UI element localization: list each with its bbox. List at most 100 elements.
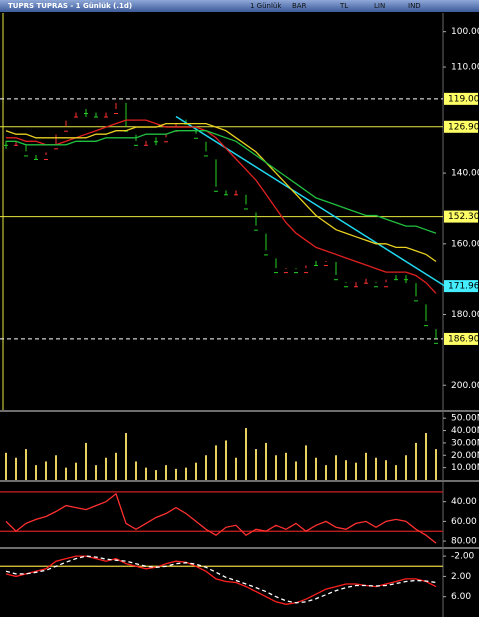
candle <box>274 272 278 274</box>
volume-bar <box>175 468 177 480</box>
price-level-box <box>444 120 478 133</box>
volume-bar <box>235 457 237 480</box>
candle <box>24 155 28 157</box>
volume-bar <box>265 442 267 480</box>
candle <box>224 194 228 196</box>
volume-bar <box>245 428 247 480</box>
volume-bar <box>295 461 297 480</box>
volume-bar <box>105 457 107 480</box>
volume-bar <box>25 449 27 480</box>
y-tick-label: 200.00 <box>451 381 479 391</box>
volume-bar <box>285 452 287 480</box>
volume-bar <box>145 467 147 480</box>
y-tick-label: 30.00M <box>451 438 479 448</box>
candle <box>74 116 78 118</box>
volume-bar <box>435 449 437 480</box>
volume-bar <box>45 461 47 480</box>
candle <box>104 116 108 118</box>
volume-bar <box>425 433 427 480</box>
candle <box>114 113 118 114</box>
volume-bar <box>65 467 67 480</box>
candle <box>144 144 148 146</box>
y-tick-label: 20.00M <box>451 451 479 461</box>
candle <box>414 300 418 302</box>
y-tick-label: 2.00 <box>451 572 471 582</box>
volume-bar <box>85 442 87 480</box>
price-level-box <box>444 210 478 223</box>
chart-area <box>0 13 479 617</box>
price-level-label: 186.90 <box>448 334 479 344</box>
toolbar[interactable]: 1 Günlük BAR TL LIN IND <box>250 2 421 10</box>
trend-label-box <box>444 280 478 293</box>
candle <box>204 155 208 157</box>
volume-bar <box>155 470 157 480</box>
volume-bar <box>135 461 137 480</box>
candle <box>404 279 408 281</box>
volume-bar <box>365 452 367 480</box>
candle <box>64 130 68 132</box>
candle <box>334 279 338 281</box>
volume-bar <box>385 460 387 480</box>
candle <box>264 254 268 256</box>
indicator-line <box>6 130 437 234</box>
candle <box>384 286 388 288</box>
volume-bar <box>255 449 257 480</box>
candle <box>394 279 398 281</box>
y-tick-label: 10.00M <box>451 463 479 473</box>
toolbar-button[interactable]: LIN <box>374 2 385 10</box>
candle <box>374 286 378 288</box>
volume-bar <box>375 457 377 480</box>
volume-bar <box>165 465 167 480</box>
volume-bar <box>225 440 227 480</box>
candle <box>4 144 8 146</box>
trend-label: 171.96 <box>448 282 479 292</box>
toolbar-button[interactable]: TL <box>339 2 348 10</box>
candle <box>354 286 358 288</box>
volume-bar <box>125 433 127 480</box>
candle <box>434 342 438 344</box>
volume-bar <box>395 465 397 480</box>
y-tick-label: 160.00 <box>451 239 479 249</box>
y-tick-label: 80.00 <box>451 537 477 547</box>
candle <box>364 282 368 284</box>
indicator-line <box>5 555 437 604</box>
y-tick-label: 100.00 <box>451 27 479 37</box>
volume-bar <box>95 465 97 480</box>
indicator-line <box>5 492 437 544</box>
volume-bar <box>345 460 347 480</box>
y-tick-label: 6.00 <box>451 592 471 602</box>
candle <box>44 158 48 160</box>
y-tick-label: 180.00 <box>451 310 479 320</box>
price-level-box <box>444 332 478 345</box>
volume-bar <box>5 452 7 480</box>
toolbar-button[interactable]: IND <box>408 2 421 10</box>
title-bar <box>0 0 479 12</box>
volume-bar <box>275 455 277 480</box>
candle <box>194 137 198 139</box>
price-level-box <box>444 92 478 105</box>
volume-bar <box>75 462 77 480</box>
toolbar-button[interactable]: 1 Günlük <box>250 2 282 10</box>
volume-bar <box>355 462 357 480</box>
candle <box>254 229 258 231</box>
volume-bar <box>35 465 37 480</box>
volume-bar <box>55 455 57 480</box>
candle <box>304 272 308 274</box>
y-tick-label: 50.00M <box>451 414 479 424</box>
candle <box>284 272 288 274</box>
candle <box>214 190 218 192</box>
price-level-label: 119.00 <box>448 94 479 104</box>
candle <box>134 144 138 146</box>
candle <box>344 286 348 288</box>
candle <box>324 265 328 267</box>
candle <box>94 116 98 118</box>
candle <box>34 158 38 160</box>
y-tick-label: -2.00 <box>451 552 475 562</box>
volume-bar <box>405 455 407 480</box>
toolbar-button[interactable]: BAR <box>292 2 307 10</box>
volume-bar <box>115 452 117 480</box>
volume-bar <box>215 445 217 480</box>
trend-line <box>175 115 446 287</box>
volume-bar <box>15 457 17 480</box>
